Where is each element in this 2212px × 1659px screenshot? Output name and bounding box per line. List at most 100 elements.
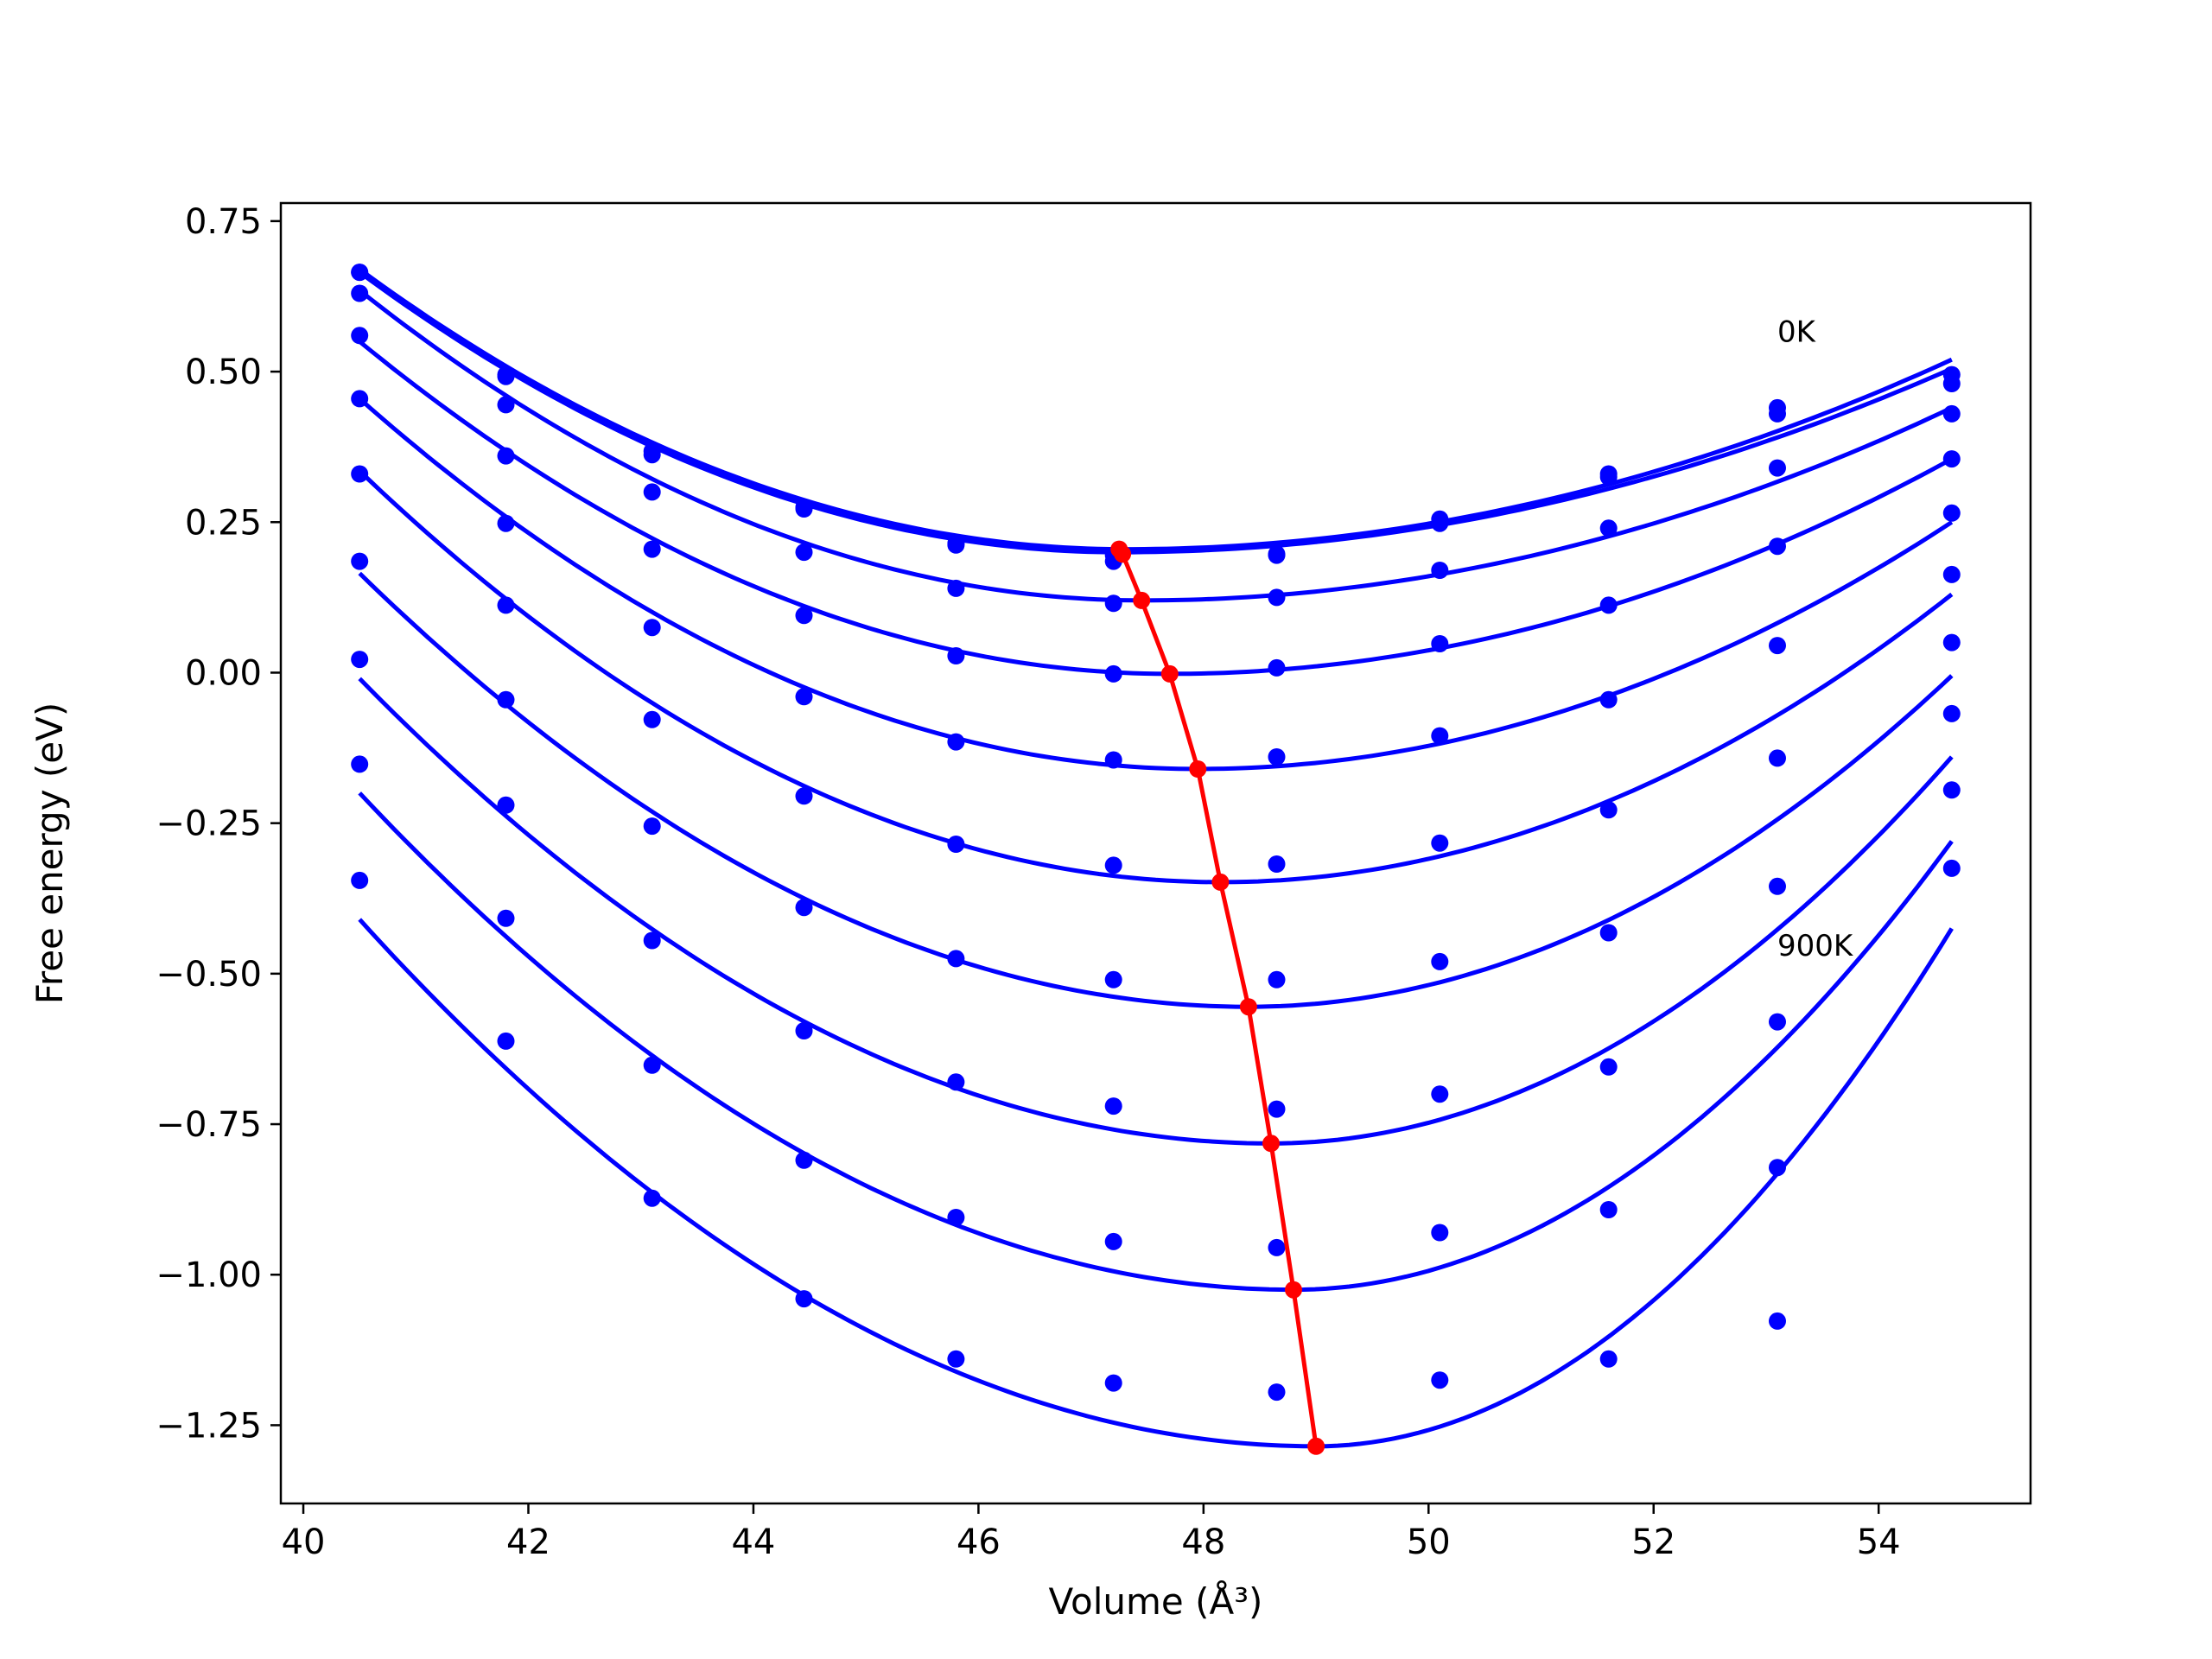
data-point-6-1: [497, 690, 515, 709]
data-point-5-4: [947, 836, 965, 853]
data-point-8-4: [947, 1209, 965, 1226]
data-point-1-10: [1942, 375, 1961, 392]
data-point-5-10: [1942, 565, 1961, 583]
minimum-point-1: [1114, 545, 1132, 563]
minimum-point-2: [1133, 591, 1151, 609]
fit-curve-6: [358, 571, 1954, 1009]
data-point-5-1: [497, 596, 515, 614]
y-tick-label-7: −1.00: [156, 1255, 262, 1295]
data-point-6-9: [1769, 877, 1786, 895]
data-point-6-5: [1104, 970, 1122, 988]
x-tick-label-54: 54: [1857, 1522, 1901, 1562]
data-point-2-4: [947, 579, 965, 597]
data-point-5-5: [1104, 856, 1122, 874]
data-point-4-0: [351, 390, 369, 408]
data-point-8-6: [1268, 1238, 1286, 1256]
data-point-3-7: [1431, 635, 1449, 652]
y-axis-ticks: 0.75 0.50 0.25 0.00 −0.25 −0.50 −0.75 −1.00 −1.2…: [156, 202, 281, 1446]
data-point-7-10: [1942, 704, 1961, 722]
data-point-6-0: [351, 552, 369, 570]
data-point-9-10: [1942, 859, 1961, 877]
x-tick-label-46: 46: [957, 1522, 1001, 1562]
data-point-8-7: [1431, 1224, 1449, 1242]
data-point-5-7: [1431, 834, 1449, 852]
data-point-7-6: [1268, 1100, 1286, 1118]
data-point-4-6: [1268, 748, 1286, 766]
data-point-7-8: [1599, 1058, 1618, 1076]
minimum-point-6: [1239, 998, 1257, 1016]
data-point-1-6: [1268, 545, 1286, 563]
y-tick-label-2: 0.25: [185, 503, 262, 543]
data-point-1-2: [643, 446, 661, 464]
data-point-6-6: [1268, 970, 1286, 988]
minimum-path-line: [1117, 548, 1319, 1447]
data-point-2-3: [795, 543, 813, 562]
data-point-8-8: [1599, 1201, 1618, 1218]
x-tick-label-52: 52: [1631, 1522, 1675, 1562]
data-point-4-7: [1431, 727, 1449, 745]
data-point-1-3: [795, 500, 813, 518]
data-point-6-2: [643, 817, 661, 836]
data-points: [351, 264, 1961, 1402]
data-point-1-1: [497, 367, 515, 385]
data-point-5-2: [643, 710, 661, 728]
data-point-7-0: [351, 651, 369, 669]
data-point-9-1: [497, 1032, 515, 1050]
data-point-8-5: [1104, 1232, 1122, 1250]
data-point-1-9: [1769, 404, 1786, 423]
data-point-3-5: [1104, 664, 1122, 683]
data-point-4-8: [1599, 690, 1618, 709]
data-point-2-9: [1769, 459, 1786, 477]
x-tick-label-50: 50: [1407, 1522, 1451, 1562]
data-point-7-4: [947, 1073, 965, 1091]
data-point-9-6: [1268, 1383, 1286, 1402]
data-point-2-8: [1599, 519, 1618, 537]
data-point-7-1: [497, 796, 515, 814]
data-point-4-4: [947, 733, 965, 751]
data-point-4-10: [1942, 504, 1961, 522]
data-point-6-3: [795, 899, 813, 917]
data-point-5-8: [1599, 801, 1618, 819]
data-point-1-0: [351, 264, 369, 282]
data-point-2-0: [351, 284, 369, 302]
minimum-point-7: [1262, 1135, 1280, 1153]
fit-curve-9: [358, 918, 1954, 1449]
minimum-point-4: [1189, 760, 1207, 778]
x-axis-label: Volume (Å³): [1049, 1580, 1263, 1623]
y-tick-label-3: 0.00: [185, 653, 262, 693]
fit-curve-5: [358, 469, 1954, 885]
data-point-4-1: [497, 514, 515, 532]
data-point-9-2: [643, 1189, 661, 1207]
fit-curve-4: [358, 397, 1954, 772]
data-point-5-6: [1268, 855, 1286, 873]
fit-curve-8: [358, 791, 1954, 1293]
data-point-4-3: [795, 688, 813, 706]
data-point-9-8: [1599, 1350, 1618, 1368]
y-tick-label-4: −0.25: [156, 804, 262, 844]
data-point-7-7: [1431, 1085, 1449, 1103]
data-point-3-0: [351, 327, 369, 345]
data-point-6-8: [1599, 924, 1618, 942]
y-tick-label-6: −0.75: [156, 1105, 262, 1145]
data-point-8-0: [351, 755, 369, 773]
fit-curve-1: [358, 270, 1953, 555]
data-point-3-10: [1942, 450, 1961, 468]
data-point-6-7: [1431, 952, 1449, 970]
data-point-8-10: [1942, 781, 1961, 799]
x-tick-label-44: 44: [731, 1522, 775, 1562]
fit-curve-0: [358, 267, 1953, 552]
minimum-point-3: [1160, 664, 1179, 683]
data-point-2-2: [643, 483, 661, 501]
plot-frame: [279, 201, 2032, 1505]
annotation-0k: 0K: [1777, 315, 1817, 349]
data-point-5-3: [795, 787, 813, 805]
data-point-1-8: [1599, 468, 1618, 486]
data-point-8-9: [1769, 1159, 1786, 1177]
data-point-2-5: [1104, 594, 1122, 613]
data-point-3-8: [1599, 596, 1618, 614]
data-point-4-5: [1104, 751, 1122, 769]
data-point-5-0: [351, 465, 369, 483]
fit-curve-2: [358, 289, 1953, 603]
